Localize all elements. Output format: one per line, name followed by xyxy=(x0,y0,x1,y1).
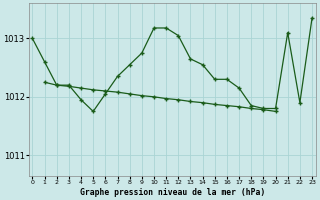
X-axis label: Graphe pression niveau de la mer (hPa): Graphe pression niveau de la mer (hPa) xyxy=(80,188,265,197)
